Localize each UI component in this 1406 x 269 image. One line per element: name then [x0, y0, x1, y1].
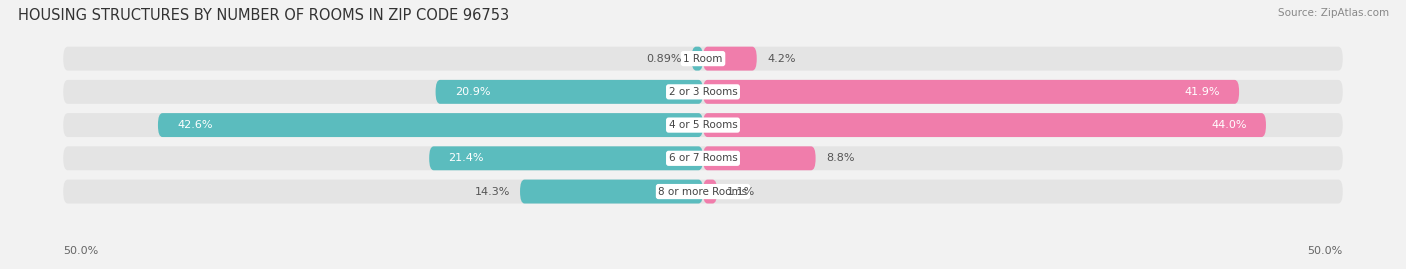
Text: Source: ZipAtlas.com: Source: ZipAtlas.com	[1278, 8, 1389, 18]
FancyBboxPatch shape	[63, 113, 1343, 137]
Text: 4 or 5 Rooms: 4 or 5 Rooms	[669, 120, 737, 130]
Text: 50.0%: 50.0%	[1308, 246, 1343, 256]
Text: 14.3%: 14.3%	[474, 186, 510, 197]
Text: HOUSING STRUCTURES BY NUMBER OF ROOMS IN ZIP CODE 96753: HOUSING STRUCTURES BY NUMBER OF ROOMS IN…	[18, 8, 509, 23]
FancyBboxPatch shape	[63, 47, 1343, 70]
Text: 4.2%: 4.2%	[768, 54, 796, 64]
Text: 20.9%: 20.9%	[454, 87, 491, 97]
Text: 1 Room: 1 Room	[683, 54, 723, 64]
Text: 6 or 7 Rooms: 6 or 7 Rooms	[669, 153, 737, 163]
FancyBboxPatch shape	[703, 146, 815, 170]
FancyBboxPatch shape	[63, 146, 1343, 170]
Text: 8 or more Rooms: 8 or more Rooms	[658, 186, 748, 197]
Text: 41.9%: 41.9%	[1184, 87, 1220, 97]
FancyBboxPatch shape	[520, 180, 703, 204]
Text: 0.89%: 0.89%	[645, 54, 682, 64]
FancyBboxPatch shape	[703, 47, 756, 70]
Text: 50.0%: 50.0%	[63, 246, 98, 256]
FancyBboxPatch shape	[703, 113, 1265, 137]
Text: 21.4%: 21.4%	[449, 153, 484, 163]
Text: 42.6%: 42.6%	[177, 120, 212, 130]
FancyBboxPatch shape	[157, 113, 703, 137]
FancyBboxPatch shape	[692, 47, 703, 70]
FancyBboxPatch shape	[63, 80, 1343, 104]
Text: 2 or 3 Rooms: 2 or 3 Rooms	[669, 87, 737, 97]
FancyBboxPatch shape	[429, 146, 703, 170]
FancyBboxPatch shape	[436, 80, 703, 104]
FancyBboxPatch shape	[63, 180, 1343, 204]
FancyBboxPatch shape	[703, 180, 717, 204]
Text: 44.0%: 44.0%	[1212, 120, 1247, 130]
Text: 8.8%: 8.8%	[825, 153, 855, 163]
FancyBboxPatch shape	[703, 80, 1239, 104]
Text: 1.1%: 1.1%	[727, 186, 755, 197]
